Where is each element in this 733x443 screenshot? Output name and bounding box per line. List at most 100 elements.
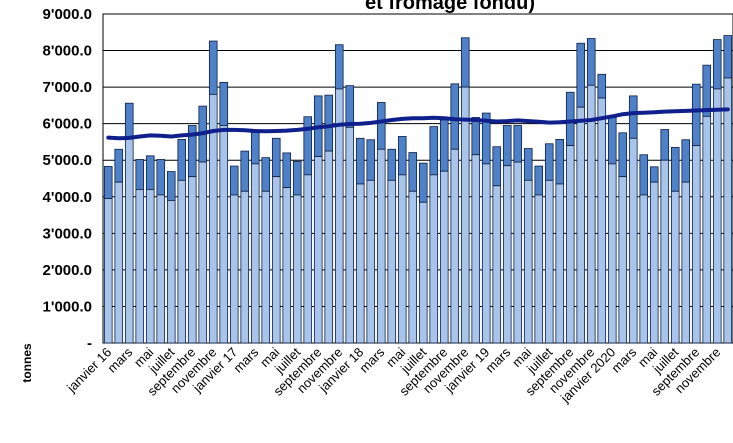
bar-lower [597, 97, 607, 344]
bar-upper [324, 94, 334, 152]
bar-lower [723, 77, 733, 344]
plot-area: - 1'000.0 2'000.0 3'000.0 4'000.0 5'000.0 6'00… [43, 6, 733, 406]
bar-lower [649, 181, 659, 344]
bar-lower [670, 190, 680, 344]
x-tick-label: janvier 16 [63, 345, 114, 396]
bar-lower [187, 176, 197, 344]
y-tick-label: - [87, 335, 92, 352]
bar-upper [502, 125, 512, 167]
bar-lower [177, 179, 187, 344]
trend-line [106, 107, 730, 141]
bar-lower [607, 163, 617, 344]
bar-upper [639, 154, 649, 196]
bar-upper [450, 83, 460, 150]
bar-upper [544, 143, 554, 181]
bar-upper [292, 160, 302, 196]
y-axis-label: tonnes [20, 343, 34, 383]
bar-lower [208, 94, 218, 344]
plot-border [102, 13, 733, 344]
y-tick-label: 4'000.0 [43, 189, 92, 206]
bar-upper [334, 44, 344, 90]
bar-lower [345, 126, 355, 344]
bar-lower [429, 174, 439, 344]
bar-lower [681, 181, 691, 344]
bar-upper [534, 165, 544, 196]
y-tick-label: 2'000.0 [43, 262, 92, 279]
bar-upper [712, 39, 722, 90]
bar-upper [103, 166, 113, 200]
y-tick-label: 5'000.0 [43, 152, 92, 169]
bar-lower [418, 201, 428, 344]
bar-lower [334, 88, 344, 344]
bar-upper [660, 129, 670, 161]
bar-lower [250, 163, 260, 344]
bar-lower [481, 163, 491, 344]
bar-upper [576, 42, 586, 108]
bar-upper [135, 159, 145, 190]
bar-upper [261, 157, 271, 192]
bar-upper [565, 91, 575, 147]
bar-upper [555, 138, 565, 185]
bar-lower [303, 174, 313, 344]
bar-lower [565, 145, 575, 344]
bar-lower [282, 187, 292, 344]
bar-upper [219, 81, 229, 126]
bar-upper [691, 83, 701, 147]
bar-lower [261, 190, 271, 344]
bar-lower [145, 189, 155, 344]
bar-lower [408, 190, 418, 344]
bar-lower [450, 148, 460, 344]
bar-lower [324, 150, 334, 344]
bar-upper [124, 102, 134, 139]
bar-upper [240, 150, 250, 192]
y-tick-label: 6'000.0 [43, 116, 92, 133]
bar-upper [345, 85, 355, 128]
bar-upper [439, 119, 449, 172]
bar-lower [523, 179, 533, 344]
bar-upper [229, 165, 239, 196]
y-tick-label: 9'000.0 [43, 6, 92, 23]
bar-upper [471, 117, 481, 156]
bar-lower [292, 194, 302, 344]
bar-lower [124, 137, 134, 344]
bar-upper [250, 132, 260, 165]
bar-upper [376, 102, 386, 150]
bar-lower [166, 200, 176, 344]
bar-lower [691, 145, 701, 344]
bar-upper [166, 171, 176, 201]
bar-lower [502, 165, 512, 344]
bar-lower [103, 198, 113, 344]
bar-upper [355, 137, 365, 185]
bar-upper [492, 146, 502, 187]
bar-upper [366, 139, 376, 181]
bar-lower [219, 125, 229, 344]
bar-upper [397, 136, 407, 176]
bar-lower [397, 174, 407, 344]
bar-upper [387, 148, 397, 181]
bar-lower [639, 194, 649, 344]
bar-upper [586, 38, 596, 86]
bar-upper [597, 73, 607, 99]
bar-lower [660, 159, 670, 344]
bar-upper [114, 148, 124, 183]
bar-lower [156, 194, 166, 344]
bar-upper [670, 147, 680, 192]
bar-upper [523, 148, 533, 181]
bar-lower [576, 106, 586, 344]
chart-title: et fromage fondu) [365, 0, 535, 14]
bar-upper [208, 40, 218, 95]
bar-lower [229, 194, 239, 344]
y-tick-label: 1'000.0 [43, 298, 92, 315]
bar-lower [313, 156, 323, 344]
bar-lower [439, 170, 449, 344]
bar-lower [355, 183, 365, 344]
bar-lower [702, 115, 712, 344]
bar-lower [366, 179, 376, 344]
bar-upper [418, 162, 428, 203]
bar-lower [492, 185, 502, 344]
y-tick-label: 7'000.0 [43, 79, 92, 96]
bar-lower [586, 84, 596, 344]
bar-lower [534, 194, 544, 344]
bar-lower [555, 183, 565, 344]
